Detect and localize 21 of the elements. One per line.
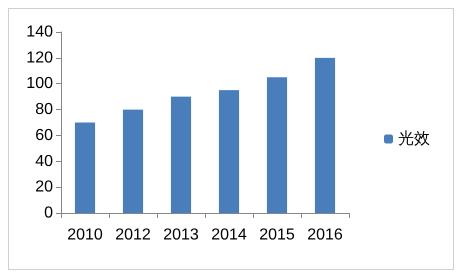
x-tick-label: 2014 [211,226,247,244]
y-tick-label: 140 [26,24,54,40]
bar [314,58,336,213]
y-tick-label: 0 [44,204,54,222]
y-tick-label: 120 [26,49,54,66]
x-tick-label: 2015 [259,226,295,244]
y-tick-label: 80 [35,101,54,118]
x-tick-label: 2012 [115,226,151,244]
y-tick-label: 100 [26,75,54,92]
y-tick-label: 40 [35,152,54,170]
y-tick-label: 20 [35,178,54,196]
bar [218,90,240,213]
x-tick-label: 2016 [307,226,343,244]
x-tick-label: 2010 [67,226,103,244]
bar [122,110,144,213]
x-tick-label: 2013 [163,226,199,244]
bar [74,122,96,213]
bar [266,77,288,213]
y-tick-label: 60 [35,126,54,144]
legend-label: 光效 [398,130,430,148]
bar [170,96,192,213]
